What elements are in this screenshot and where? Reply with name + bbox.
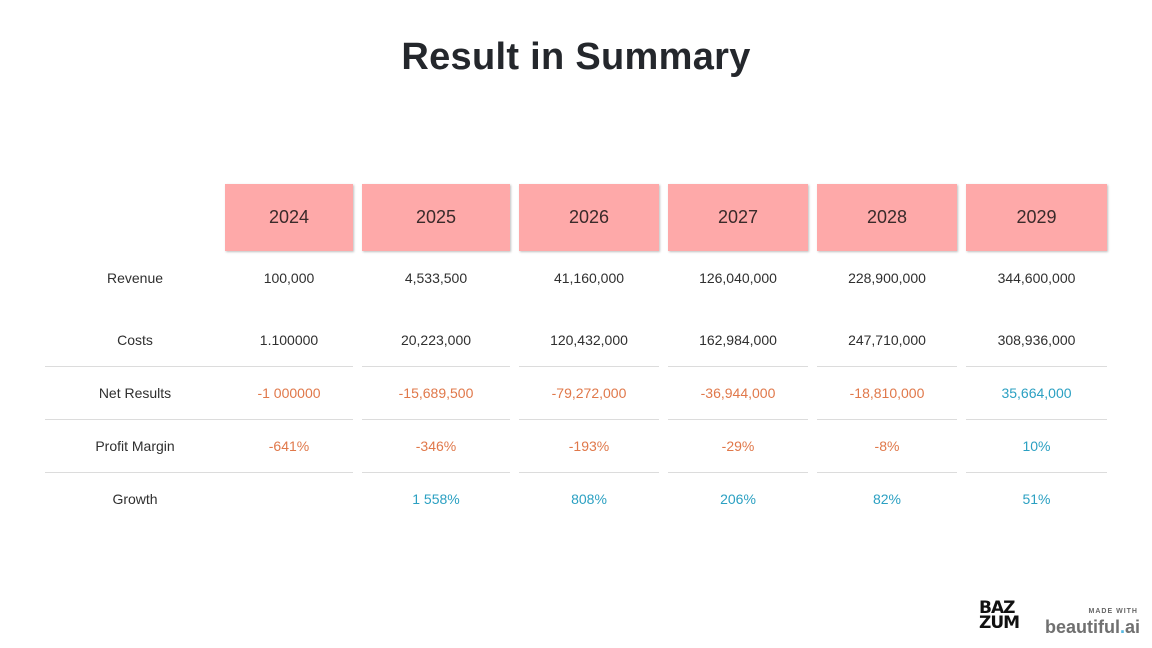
- year-header: 2027: [668, 184, 808, 251]
- table-cell: 10%: [1022, 438, 1051, 454]
- row-label: Net Results: [98, 385, 172, 401]
- page-title: Result in Summary: [401, 36, 751, 78]
- row-label: Profit Margin: [95, 438, 175, 454]
- row-divider: [362, 472, 510, 473]
- table-cell: 82%: [872, 491, 902, 507]
- beautiful-ai-logo: beautiful.ai: [1036, 617, 1140, 638]
- table-cell: 308,936,000: [997, 332, 1076, 348]
- row-divider: [362, 366, 510, 367]
- table-cell: 162,984,000: [699, 332, 777, 348]
- row-divider: [519, 366, 659, 367]
- table-cell: -1 000000: [257, 385, 321, 401]
- table-cell: 1.100000: [259, 332, 319, 348]
- row-divider: [668, 366, 808, 367]
- made-with-label: MADE WITH: [1088, 608, 1138, 615]
- row-divider: [45, 472, 353, 473]
- row-divider: [668, 419, 808, 420]
- table-cell: 4,533,500: [404, 270, 468, 286]
- table-cell: 228,900,000: [848, 270, 926, 286]
- table-cell: -15,689,500: [398, 385, 474, 401]
- table-cell: 808%: [571, 491, 607, 507]
- table-cell: 206%: [720, 491, 756, 507]
- row-divider: [362, 419, 510, 420]
- table-cell: [225, 489, 353, 509]
- logo-line-1: BAZ: [979, 598, 1015, 618]
- table-cell: -8%: [874, 438, 900, 454]
- logo-ai: ai: [1124, 617, 1140, 637]
- table-cell: 344,600,000: [997, 270, 1076, 286]
- table-cell: 120,432,000: [550, 332, 628, 348]
- table-cell: 51%: [1022, 491, 1051, 507]
- row-label: Costs: [117, 332, 153, 348]
- bazzum-logo: BAZ ZUM: [979, 598, 1020, 633]
- row-divider: [45, 366, 353, 367]
- table-cell: -29%: [721, 438, 755, 454]
- row-divider: [668, 472, 808, 473]
- table-cell: 247,710,000: [848, 332, 926, 348]
- table-cell: -641%: [268, 438, 310, 454]
- row-divider: [519, 472, 659, 473]
- row-divider: [817, 366, 957, 367]
- table-cell: 35,664,000: [1001, 385, 1072, 401]
- logo-dot: .: [1119, 617, 1125, 637]
- year-header: 2025: [362, 184, 510, 251]
- row-label: Growth: [112, 491, 158, 507]
- row-divider: [966, 472, 1107, 473]
- row-divider: [817, 472, 957, 473]
- row-divider: [45, 419, 353, 420]
- logo-line-2: ZUM: [979, 613, 1020, 633]
- year-header: 2029: [966, 184, 1107, 251]
- table-cell: 1 558%: [412, 491, 460, 507]
- year-header: 2028: [817, 184, 957, 251]
- row-divider: [966, 419, 1107, 420]
- table-cell: 41,160,000: [553, 270, 625, 286]
- row-label: Revenue: [106, 270, 164, 286]
- table-cell: 100,000: [263, 270, 315, 286]
- year-header: 2024: [225, 184, 353, 251]
- table-cell: 20,223,000: [400, 332, 472, 348]
- table-cell: -193%: [568, 438, 610, 454]
- year-header: 2026: [519, 184, 659, 251]
- table-cell: -346%: [415, 438, 457, 454]
- table-cell: -36,944,000: [700, 385, 776, 401]
- row-divider: [519, 419, 659, 420]
- logo-word: beautiful: [1044, 617, 1120, 637]
- table-cell: -79,272,000: [551, 385, 627, 401]
- row-divider: [817, 419, 957, 420]
- table-cell: -18,810,000: [849, 385, 925, 401]
- table-cell: 126,040,000: [699, 270, 777, 286]
- row-divider: [966, 366, 1107, 367]
